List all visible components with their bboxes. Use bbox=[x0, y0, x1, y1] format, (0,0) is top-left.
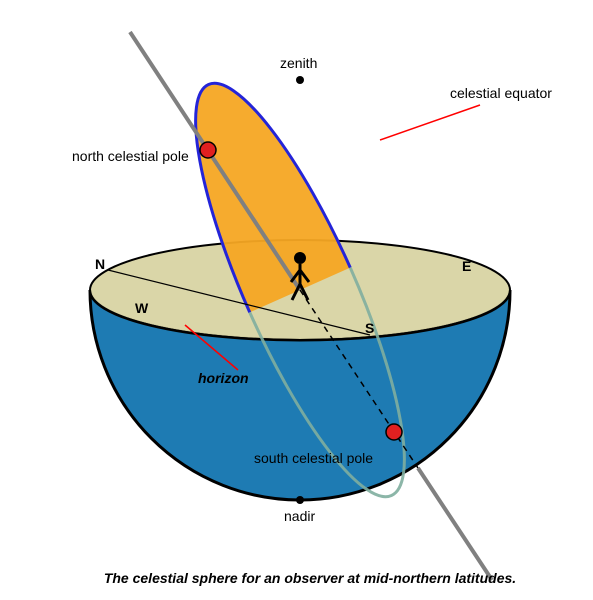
celestial-equator-label: celestial equator bbox=[450, 85, 552, 101]
caption: The celestial sphere for an observer at … bbox=[100, 570, 520, 586]
south-pole-marker bbox=[386, 424, 402, 440]
zenith-label: zenith bbox=[280, 55, 317, 71]
zenith-marker bbox=[296, 76, 304, 84]
nadir-label: nadir bbox=[284, 508, 315, 524]
polar-axis-lower bbox=[418, 468, 492, 580]
south-pole-label: south celestial pole bbox=[254, 450, 373, 466]
horizon-label: horizon bbox=[198, 370, 249, 386]
north-pole-marker bbox=[200, 142, 216, 158]
north-pole-label: north celestial pole bbox=[70, 148, 191, 164]
e-label: E bbox=[462, 258, 471, 274]
s-label: S bbox=[365, 320, 374, 336]
nadir-marker bbox=[296, 496, 304, 504]
equator-pointer bbox=[380, 105, 480, 140]
w-label: W bbox=[135, 300, 148, 316]
n-label: N bbox=[95, 256, 105, 272]
